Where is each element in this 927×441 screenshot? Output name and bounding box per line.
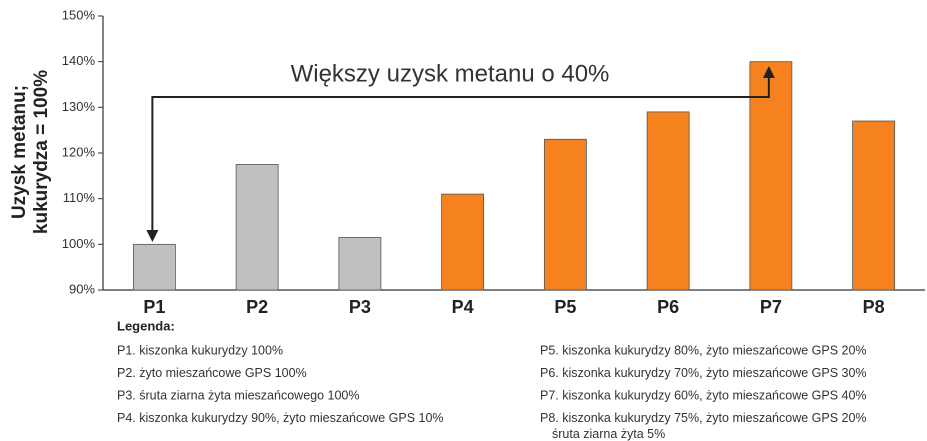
x-tick-label: P5 [554,297,576,317]
x-tick-label: P7 [760,297,782,317]
x-tick-label: P6 [657,297,679,317]
legend-item: P4. kiszonka kukurydzy 90%, żyto mieszań… [117,411,444,425]
annotation-arrow [151,74,770,236]
legend-item: P7. kiszonka kukurydzy 60%, żyto mieszań… [540,388,867,402]
legend-item: P6. kiszonka kukurydzy 70%, żyto mieszań… [540,366,867,380]
y-tick-label: 150% [62,7,96,22]
x-tick-label: P8 [863,297,885,317]
y-tick-label: 110% [63,190,96,205]
x-tick-label: P3 [349,297,371,317]
y-tick-label: 90% [69,281,95,296]
y-tick-label: 100% [62,236,96,251]
bar [646,111,690,291]
y-label-line: kukurydza = 100% [31,70,52,234]
arrowhead [146,230,159,242]
bar [338,237,382,291]
x-tick-label: P4 [452,297,474,317]
y-label-line: Uzysk metanu; [9,85,30,219]
y-tick-label: 130% [62,99,96,114]
legend-item: P5. kiszonka kukurydzy 80%, żyto mieszań… [540,343,867,357]
legend-item: P3. śruta ziarna żyta mieszańcowego 100% [117,388,360,402]
bar [543,138,587,291]
x-tick-label: P2 [246,297,268,317]
y-axis-label: Uzysk metanu; kukurydza = 100% [9,70,52,234]
annotation: Większy uzysk metanu o 40% [291,60,610,87]
arrowhead [762,66,775,78]
legend-item: P1. kiszonka kukurydzy 100% [117,343,283,357]
bar [852,120,896,291]
bar [749,61,793,291]
legend-item: P2. żyto mieszańcowe GPS 100% [117,366,307,380]
y-tick-label: 120% [62,144,96,159]
x-tick-label: P1 [143,297,165,317]
bar [441,193,485,291]
bar [132,243,176,291]
bar [235,164,279,291]
legend-title: Legenda: [117,318,175,333]
legend-item: śruta ziarna żyta 5% [552,427,665,441]
y-tick-label: 140% [62,53,96,68]
legend-item: P8. kiszonka kukurydzy 75%, żyto mieszań… [540,411,867,425]
